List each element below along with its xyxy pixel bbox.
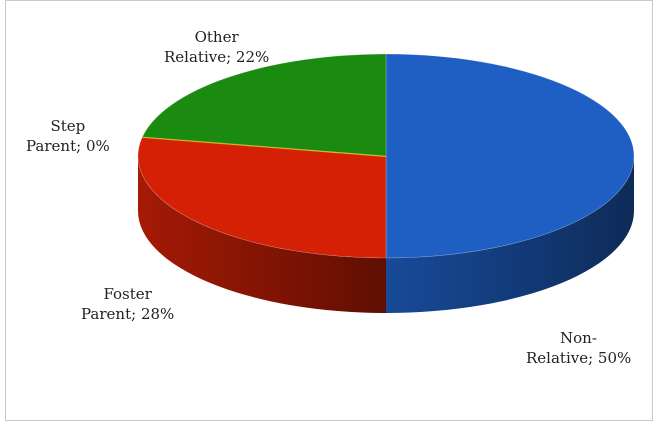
slice-label-foster-parent-name: Parent — [81, 305, 132, 323]
pie-tops — [137, 53, 635, 259]
slice-label-step-parent-value: 0 — [85, 137, 96, 155]
pie-side-non-relative — [386, 156, 634, 313]
slice-label-other-relative-value: 22 — [235, 48, 256, 66]
slice-label-step-parent-name: Parent — [26, 137, 77, 155]
slice-label-non-relative: Non- Relative; 50% — [526, 329, 632, 367]
slice-label-foster-parent-value: 28 — [140, 305, 161, 323]
slice-label-other-relative-name: Relative — [164, 48, 227, 66]
pie-slice-foster-parent — [137, 136, 387, 259]
slice-label-step-parent: Step Parent; 0% — [26, 117, 110, 155]
chart-area: Non- Relative; 50% Foster Parent; 28% St… — [5, 0, 653, 421]
slice-label-non-relative-line1: Non- — [560, 329, 597, 347]
slice-label-other-relative-line1: Other — [194, 28, 239, 46]
pie-sides — [138, 156, 634, 313]
pie-slice-other-relative — [141, 53, 387, 157]
pie-slice-non-relative — [385, 53, 635, 259]
slice-label-foster-parent: Foster Parent; 28% — [81, 285, 175, 323]
pie-chart — [137, 53, 635, 313]
slice-label-other-relative: Other Relative; 22% — [164, 28, 270, 66]
slice-label-foster-parent-line1: Foster — [103, 285, 152, 303]
slice-label-non-relative-value: 50 — [597, 349, 618, 367]
slice-label-step-parent-line1: Step — [50, 117, 86, 135]
slice-label-non-relative-name: Relative — [526, 349, 589, 367]
pie-side-foster-parent — [138, 156, 386, 313]
